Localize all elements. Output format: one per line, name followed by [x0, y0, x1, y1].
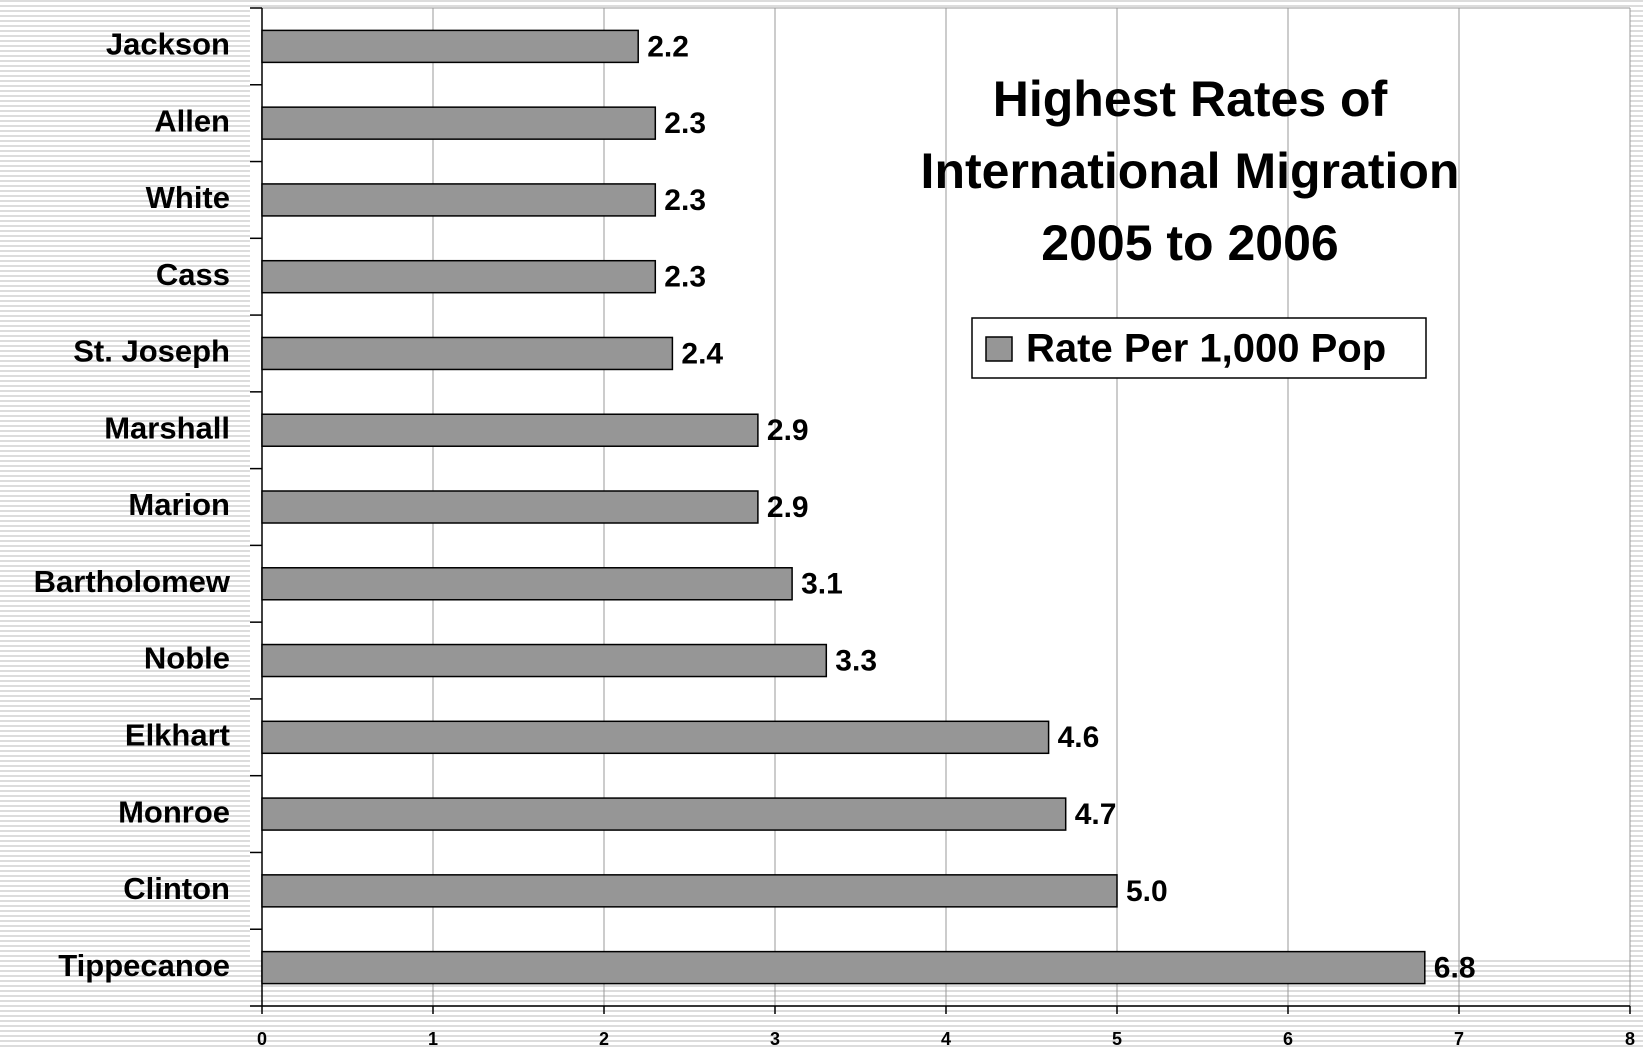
data-label: 3.3	[835, 644, 877, 677]
bar	[261, 567, 793, 601]
y-tick-label: White	[146, 180, 230, 215]
bar	[261, 490, 759, 524]
data-label: 2.9	[767, 491, 809, 524]
x-tick-label: 2	[599, 1029, 609, 1048]
bar	[261, 183, 657, 217]
legend-label: Rate Per 1,000 Pop	[1026, 327, 1386, 371]
bar	[261, 797, 1067, 831]
bar	[261, 413, 759, 447]
y-tick-label: Noble	[144, 641, 230, 676]
x-tick-label: 3	[770, 1029, 780, 1048]
y-tick-label: Monroe	[118, 794, 230, 829]
data-label: 4.6	[1058, 721, 1100, 754]
y-tick-label: Tippecanoe	[58, 948, 230, 983]
bar	[261, 874, 1118, 908]
y-tick-label: Elkhart	[125, 717, 230, 752]
x-tick-label: 4	[941, 1029, 951, 1048]
data-label: 2.3	[664, 184, 706, 217]
data-label: 6.8	[1434, 952, 1476, 985]
data-label: 4.7	[1075, 798, 1117, 831]
y-tick-label: Marion	[128, 487, 230, 522]
y-tick-label: St. Joseph	[73, 334, 230, 369]
x-tick-label: 8	[1625, 1029, 1635, 1048]
bar	[261, 29, 639, 64]
data-label: 2.9	[767, 414, 809, 447]
x-tick-label: 0	[257, 1029, 267, 1048]
y-tick-label: Clinton	[123, 871, 230, 906]
bar	[261, 336, 674, 371]
bar	[261, 643, 828, 678]
data-label: 3.1	[801, 568, 843, 601]
x-tick-label: 7	[1454, 1029, 1464, 1048]
data-label: 2.2	[647, 30, 689, 63]
y-tick-label: Allen	[154, 103, 230, 138]
chart-title: Highest Rates of International Migration 2…	[921, 71, 1460, 271]
x-tick-label: 1	[428, 1029, 438, 1048]
x-tick-label: 6	[1283, 1029, 1293, 1048]
data-label: 2.3	[664, 261, 706, 294]
y-tick-label: Marshall	[104, 410, 230, 445]
y-tick-label: Cass	[156, 257, 230, 292]
bar	[261, 106, 657, 140]
data-label: 2.4	[681, 337, 723, 370]
y-tick-label: Jackson	[106, 27, 230, 62]
legend	[971, 317, 1427, 379]
bar	[261, 950, 1426, 985]
y-tick-label: Bartholomew	[34, 564, 231, 599]
bar	[261, 259, 657, 294]
bar	[261, 720, 1050, 755]
data-label: 2.3	[664, 107, 706, 140]
data-label: 5.0	[1126, 875, 1168, 908]
legend-swatch	[985, 336, 1013, 362]
x-tick-label: 5	[1112, 1029, 1122, 1048]
